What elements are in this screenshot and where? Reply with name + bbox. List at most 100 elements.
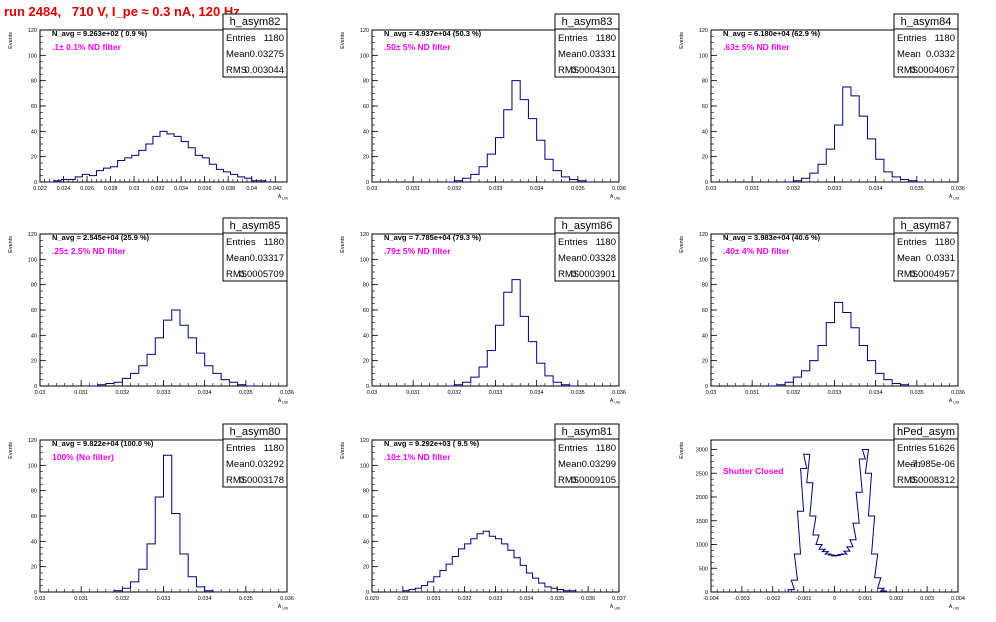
y-tick-label: 20 xyxy=(31,155,37,161)
x-tick-label: -0.003 xyxy=(734,596,750,602)
stats-label: Mean xyxy=(897,459,921,470)
filter-annotation: .10± 1% ND filter xyxy=(384,452,451,462)
n-avg-label: N_avg = 3.983e+04 (40.6 %) xyxy=(723,233,821,242)
x-tick-label: 0.032 xyxy=(115,596,129,602)
x-tick-label: 0.032 xyxy=(447,390,461,396)
stats-label: RMS xyxy=(897,475,918,486)
stats-value: 51626 xyxy=(929,443,955,454)
histogram-bars-h_asym82 xyxy=(47,130,273,183)
stats-title: h_asym87 xyxy=(901,220,952,232)
y-axis-label: Events xyxy=(340,236,346,253)
y-tick-label: 100 xyxy=(28,53,37,59)
x-tick-label: 0.035 xyxy=(239,390,253,396)
x-tick-label: 0.035 xyxy=(571,390,585,396)
x-tick-label: 0.031 xyxy=(74,390,88,396)
y-tick-label: 2000 xyxy=(696,495,708,501)
y-axis-label: Events xyxy=(8,236,14,253)
y-axis-label: Events xyxy=(679,236,685,253)
stats-value: 0.03275 xyxy=(250,49,284,60)
stats-value: 0.0004301 xyxy=(571,65,616,76)
y-tick-label: 60 xyxy=(702,104,708,110)
y-tick-label: 20 xyxy=(31,359,37,365)
x-axis-label: A UID xyxy=(610,398,621,405)
y-tick-label: 80 xyxy=(702,283,708,289)
y-tick-label: 120 xyxy=(28,28,37,34)
x-tick-label: 0.004 xyxy=(951,596,965,602)
x-tick-label: 0.042 xyxy=(268,186,282,192)
stats-title: h_asym85 xyxy=(230,220,281,232)
y-tick-label: 60 xyxy=(363,308,369,314)
x-tick-label: 0.034 xyxy=(869,390,883,396)
stats-value: 0.0004957 xyxy=(910,269,955,280)
filter-annotation: .63± 5% ND filter xyxy=(723,42,790,52)
y-tick-label: 80 xyxy=(31,79,37,85)
n-avg-label: N_avg = 2.545e+04 (25.9 %) xyxy=(52,233,150,242)
x-axis-label: A UID xyxy=(949,194,960,201)
y-tick-label: 80 xyxy=(363,283,369,289)
y-tick-label: 0 xyxy=(34,180,37,186)
x-tick-label: 0.034 xyxy=(174,186,188,192)
x-tick-label: 0.031 xyxy=(406,186,420,192)
histogram-panel-h_asym81: 0 20 40 60 80 100 120 0.029 0.03 0.031 0.032 0.033 0… xyxy=(340,423,626,611)
y-tick-label: 40 xyxy=(363,539,369,545)
x-tick-label: 0.001 xyxy=(858,596,872,602)
y-tick-label: 60 xyxy=(702,308,708,314)
histogram-panel-h_asym84: 0 20 40 60 80 100 120 0.03 0.031 0.032 0.033 0.034 0… xyxy=(679,13,965,201)
x-tick-label: -0.001 xyxy=(796,596,812,602)
x-tick-label: 0.03 xyxy=(367,186,378,192)
y-tick-label: 100 xyxy=(699,257,708,263)
y-tick-label: 1500 xyxy=(696,519,708,525)
y-axis-label: Events xyxy=(679,442,685,459)
x-tick-label: 0.028 xyxy=(104,186,118,192)
x-tick-label: 0.002 xyxy=(889,596,903,602)
stats-label: Entries xyxy=(558,443,588,454)
y-tick-label: 0 xyxy=(366,384,369,390)
y-tick-label: 40 xyxy=(31,333,37,339)
y-tick-label: 20 xyxy=(702,155,708,161)
stats-box xyxy=(893,13,959,78)
x-tick-label: 0.033 xyxy=(157,596,171,602)
histogram-bars-h_asym83 xyxy=(446,80,595,183)
stats-box xyxy=(554,13,620,78)
x-tick-label: 0.036 xyxy=(280,390,294,396)
y-tick-label: 120 xyxy=(360,28,369,34)
filter-annotation: Shutter Closed xyxy=(723,466,783,476)
y-axis-label: Events xyxy=(340,442,346,459)
stats-box xyxy=(554,217,620,282)
stats-value: 0.003044 xyxy=(244,65,284,76)
x-tick-label: 0.031 xyxy=(745,186,759,192)
y-tick-label: 20 xyxy=(363,565,369,571)
y-tick-label: 60 xyxy=(31,104,37,110)
y-tick-label: 120 xyxy=(28,438,37,444)
y-tick-label: 60 xyxy=(31,514,37,520)
histogram-bars-h_asym84 xyxy=(785,86,926,183)
y-tick-label: 20 xyxy=(702,359,708,365)
x-tick-label: 0.032 xyxy=(786,186,800,192)
y-tick-label: 0 xyxy=(34,384,37,390)
n-avg-label: N_avg = 4.937e+04 (50.3 %) xyxy=(384,29,482,38)
x-tick-label: 0.003 xyxy=(920,596,934,602)
x-tick-label: 0.03 xyxy=(35,596,46,602)
stats-value: 0.03328 xyxy=(582,253,616,264)
x-tick-label: 0.035 xyxy=(239,596,253,602)
stats-label: Mean xyxy=(897,49,921,60)
stats-value: 1180 xyxy=(596,237,616,248)
x-tick-label: 0.031 xyxy=(406,390,420,396)
stats-value: 0.03331 xyxy=(582,49,616,60)
x-tick-label: 0.033 xyxy=(157,390,171,396)
x-tick-label: 0.034 xyxy=(530,390,544,396)
y-tick-label: 100 xyxy=(699,53,708,59)
y-tick-label: 100 xyxy=(360,463,369,469)
y-tick-label: 120 xyxy=(699,232,708,238)
stats-label: Entries xyxy=(226,443,256,454)
x-tick-label: 0.033 xyxy=(828,390,842,396)
n-avg-label: N_avg = 9.263e+02 ( 0.9 %) xyxy=(52,29,148,38)
x-tick-label: 0.031 xyxy=(745,390,759,396)
filter-annotation: .25± 2.5% ND filter xyxy=(52,246,126,256)
y-tick-label: 80 xyxy=(363,489,369,495)
histogram-bars-h_asym87 xyxy=(768,301,917,387)
x-tick-label: 0.04 xyxy=(246,186,257,192)
stats-label: RMS xyxy=(558,65,579,76)
x-tick-label: 0 xyxy=(833,596,836,602)
stats-label: RMS xyxy=(558,475,579,486)
